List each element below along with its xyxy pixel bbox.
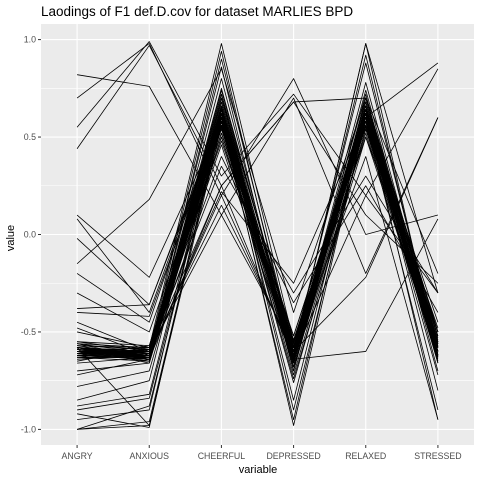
series-line (77, 109, 439, 420)
series-line (77, 156, 439, 356)
x-axis-title: variable (239, 464, 278, 476)
series-line (77, 121, 439, 360)
y-tick-label: 1.0 (24, 35, 36, 45)
x-tick-label: STRESSED (414, 451, 461, 461)
series-line (77, 113, 439, 430)
x-tick-label: DEPRESSED (266, 451, 320, 461)
series-line (77, 74, 439, 274)
series-line (76, 68, 439, 333)
y-axis: -1.0 -0.5 0.0 0.5 1.0 (21, 35, 41, 434)
x-tick-label: CHEERFUL (198, 451, 246, 461)
series-line (76, 43, 439, 235)
series-line (76, 117, 439, 352)
y-tick-label: 0.0 (24, 230, 36, 240)
y-tick-label: -0.5 (21, 327, 36, 337)
series-lines (76, 41, 439, 430)
x-axis: ANGRY ANXIOUS CHEERFUL DEPRESSED RELAXED STRE… (62, 445, 462, 461)
series-line (77, 113, 439, 428)
chart-title: Laodings of F1 def.D.cov for dataset MAR… (41, 4, 353, 19)
x-tick-label: ANGRY (62, 451, 93, 461)
x-tick-label: RELAXED (345, 451, 386, 461)
y-axis-title: value (5, 225, 17, 251)
x-tick-label: ANXIOUS (129, 451, 169, 461)
series-line (77, 43, 439, 356)
y-tick-label: -1.0 (21, 424, 36, 434)
series-line (76, 41, 439, 294)
y-tick-label: 0.5 (24, 132, 36, 142)
